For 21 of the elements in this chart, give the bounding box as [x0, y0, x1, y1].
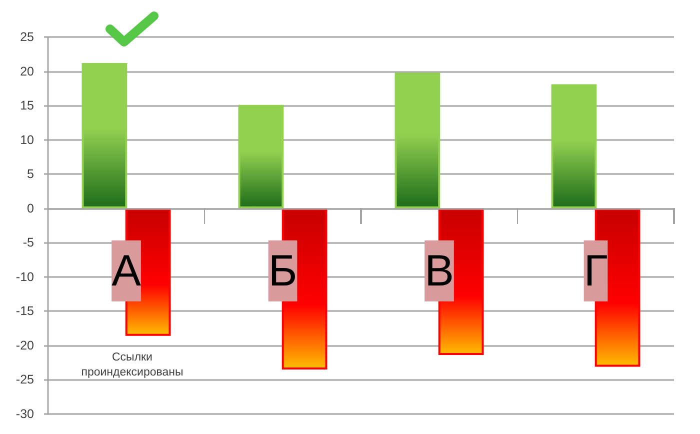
x-tick-label: Б [268, 246, 298, 296]
y-tick-label: 5 [27, 167, 34, 182]
bar [82, 63, 128, 208]
x-tick-label: В [424, 246, 454, 296]
y-tick-label: -10 [16, 270, 34, 284]
y-tick-label: -15 [16, 304, 34, 318]
y-tick-label: -20 [16, 338, 34, 352]
y-tick-label: 15 [20, 98, 34, 113]
y-tick-label: -30 [16, 407, 34, 421]
bar [394, 72, 440, 208]
y-tick-label: -25 [16, 372, 34, 387]
y-tick-label: 10 [20, 132, 34, 147]
y-tick-label: 25 [20, 30, 34, 44]
x-tick-label: А [112, 246, 142, 296]
bar [238, 104, 284, 208]
y-tick-label: 20 [20, 64, 34, 78]
x-tick-label: Г [584, 246, 608, 296]
y-tick-label: 0 [27, 201, 34, 216]
bar [551, 84, 597, 208]
y-tick-label: -5 [22, 236, 34, 250]
annotation: Ссылки проиндексированы [81, 351, 184, 378]
